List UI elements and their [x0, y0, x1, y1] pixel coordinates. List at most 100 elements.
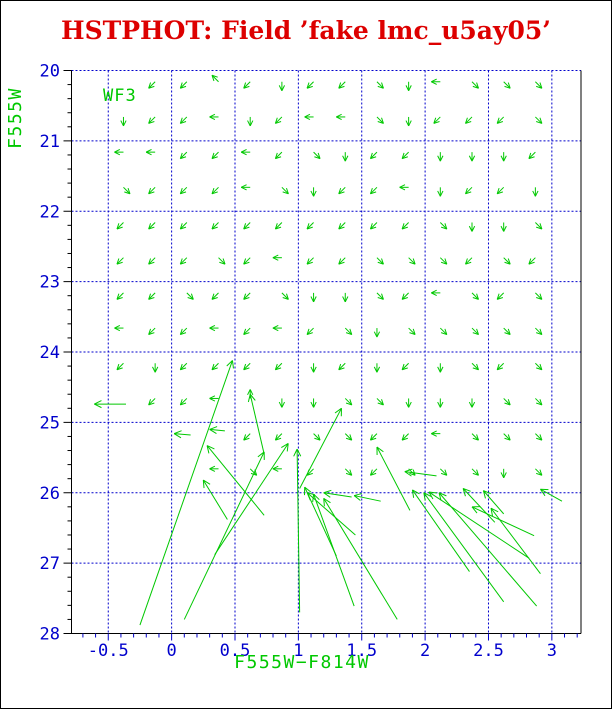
vector-arrow-head	[179, 152, 183, 159]
vector-arrow-head	[190, 293, 194, 300]
vector-arrow-head	[338, 85, 345, 89]
long-vector-arrow-head	[257, 451, 265, 458]
vector-arrow-head	[219, 261, 226, 265]
vector-arrow-head	[528, 261, 535, 265]
vector-arrow-head	[313, 366, 317, 373]
vector-arrow	[148, 398, 156, 406]
vector-arrow-head	[281, 401, 286, 408]
vector-arrow	[471, 468, 479, 476]
vector-arrow-head	[476, 363, 479, 370]
vector-arrow-head	[272, 327, 279, 332]
vector-arrow-head	[497, 121, 504, 124]
vector-arrow	[275, 151, 283, 159]
vector-arrow-head	[349, 328, 353, 335]
vector-arrow-head	[503, 225, 507, 232]
long-vector-arrow-head	[286, 443, 289, 452]
long-vector-arrow-head	[428, 491, 434, 500]
vector-arrow-head	[444, 469, 448, 476]
vector-arrow-head	[145, 149, 152, 153]
vector-arrow-head	[306, 328, 310, 335]
vector-arrow-head	[314, 437, 321, 441]
vector-arrow-head	[180, 261, 187, 265]
vector-arrow-head	[211, 293, 215, 300]
vector-arrow-head	[412, 328, 416, 335]
vector-arrow	[313, 433, 321, 441]
vector-arrow	[179, 186, 188, 195]
vector-arrow-head	[401, 434, 405, 441]
long-vector-arrow-head	[411, 489, 415, 498]
vector-arrow-head	[306, 332, 313, 336]
long-vector-arrow-head	[428, 491, 437, 494]
vector-arrow-head	[349, 434, 353, 441]
vector-arrow	[275, 222, 283, 230]
long-vector-arrow-head	[323, 489, 332, 494]
long-vector-arrow	[490, 507, 541, 574]
long-vector-arrow	[471, 506, 535, 537]
vector-arrow-head	[408, 401, 412, 408]
vector-arrow-head	[272, 324, 279, 329]
vector-arrow-head	[148, 296, 155, 300]
vector-arrow	[496, 362, 505, 371]
vector-arrow-head	[507, 258, 511, 265]
vector-arrow	[148, 186, 156, 195]
vector-arrow	[243, 362, 251, 371]
vector-arrow-head	[306, 85, 313, 89]
vector-arrow-head	[211, 191, 218, 195]
vector-arrow-head	[507, 434, 511, 441]
vector-arrow	[376, 81, 384, 89]
plot-title: HSTPHOT: Field ’fake lmc_u5ay05’	[60, 16, 551, 45]
vector-arrow-head	[405, 401, 410, 408]
vector-arrow-head	[408, 120, 412, 127]
vector-arrow	[243, 257, 251, 265]
vector-arrow-head	[471, 155, 476, 162]
vector-arrow	[148, 116, 156, 124]
vector-arrow-head	[148, 328, 152, 335]
vector-arrow-head	[439, 401, 444, 408]
vector-arrow-head	[345, 472, 352, 476]
vector-arrow-head	[187, 296, 194, 300]
vector-arrow-head	[497, 296, 504, 300]
vector-arrow	[496, 292, 505, 300]
y-tick-label: 28	[40, 625, 60, 645]
long-vector-arrow-head	[438, 492, 442, 501]
vector-arrow-head	[539, 434, 543, 441]
vector-arrow	[471, 81, 479, 89]
vector-arrow	[439, 468, 448, 476]
x-axis-title: F555W−F814W	[234, 652, 370, 673]
vector-arrow	[401, 433, 409, 441]
vector-arrow-head	[116, 293, 120, 300]
vector-arrow-head	[209, 395, 216, 399]
y-tick-label: 20	[40, 62, 60, 82]
vector-arrow-head	[240, 184, 247, 188]
panel-label: WF3	[103, 86, 137, 106]
vector-arrow-head	[465, 261, 472, 265]
vector-arrow-head	[370, 156, 377, 160]
vector-arrow-head	[503, 155, 507, 162]
long-vector-arrow-head	[202, 480, 205, 489]
vector-arrow-head	[243, 223, 247, 230]
vector-arrow	[535, 81, 543, 89]
vector-arrow-head	[433, 117, 437, 124]
long-vector-arrow	[404, 471, 437, 477]
vector-arrow-head	[179, 399, 183, 406]
vector-arrow-head	[528, 156, 535, 160]
vector-arrow-head	[536, 226, 543, 230]
vector-arrow-head	[401, 152, 405, 159]
vector-arrow-head	[243, 258, 247, 265]
vector-arrow	[376, 257, 384, 265]
vector-arrow	[401, 222, 409, 230]
long-vector-arrow-head	[354, 493, 363, 497]
vector-arrow	[338, 81, 346, 89]
vector-arrow-head	[116, 226, 123, 230]
vector-arrow-head	[310, 366, 315, 373]
vector-arrow-head	[370, 472, 377, 476]
vector-arrow-head	[274, 223, 278, 230]
vector-arrow-head	[539, 223, 543, 230]
vector-arrow-head	[243, 82, 247, 89]
vector-arrow	[179, 362, 188, 371]
vector-arrow-head	[209, 397, 216, 402]
vector-arrow-head	[116, 223, 120, 230]
vector-arrow	[465, 116, 473, 124]
long-vector-arrow-head	[94, 403, 102, 409]
long-vector-arrow-head	[353, 495, 361, 501]
